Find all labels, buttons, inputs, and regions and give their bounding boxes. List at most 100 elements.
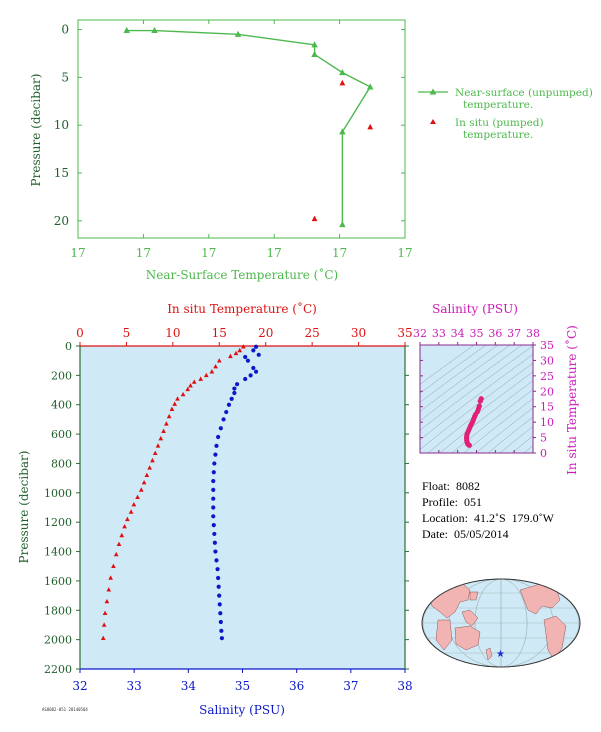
ts-y-tick-label: 0 (540, 447, 547, 460)
salinity-point (224, 409, 229, 415)
density-contour (420, 345, 523, 422)
salinity-point (232, 390, 237, 396)
surface-x-tick-label: 17 (267, 246, 282, 260)
pressure-tick-label: 1000 (44, 487, 72, 500)
temp-axis-tick-label: 30 (351, 326, 366, 340)
ts-x-tick-label: 34 (451, 327, 465, 340)
salinity-point (243, 376, 248, 382)
surface-plot-frame (77, 19, 406, 239)
salinity-point (251, 365, 256, 371)
salinity-point (214, 558, 219, 563)
pressure-tick-label: 600 (51, 428, 72, 441)
temperature-point (158, 435, 164, 441)
float-location-map: ★ (421, 578, 581, 668)
salinity-point (211, 496, 216, 501)
temperature-point (135, 494, 140, 500)
ts-y-tick-label: 25 (540, 370, 554, 383)
temperature-point (228, 353, 233, 359)
temperature-point (113, 551, 119, 557)
pressure-tick-label: 2000 (44, 634, 72, 647)
surface-x-tick-label: 17 (397, 246, 412, 260)
salinity-point (216, 575, 221, 581)
salinity-point (211, 487, 216, 492)
profile-date: Date: 05/05/2014 (422, 527, 509, 541)
pressure-tick-label: 1400 (44, 546, 72, 559)
density-contour (420, 345, 475, 385)
footer-code: AS8082-051 20140504 (42, 707, 88, 712)
temperature-point (102, 610, 108, 616)
surface-temp-panel: 17 17 17 17 17 17 0 5 10 15 20 Near-Surface Temper… (29, 19, 593, 282)
density-contour (427, 371, 533, 453)
temperature-point (141, 479, 147, 485)
unpumped-temperature-point (339, 221, 346, 228)
salinity-axis-tick-label: 32 (72, 679, 87, 693)
temperature-point (198, 376, 204, 381)
temperature-point (185, 386, 191, 392)
temperature-point (131, 501, 137, 507)
pumped-temperature-point (339, 79, 346, 86)
surface-y-tick-label: 0 (61, 23, 69, 37)
salinity-axis-tick-label: 33 (127, 679, 142, 693)
ts-y-tick-label: 15 (540, 401, 554, 414)
density-contour (420, 345, 533, 431)
ts-x-tick-label: 37 (507, 327, 521, 340)
salinity-point (211, 470, 216, 475)
density-contour (420, 345, 487, 394)
ts-y-tick-label: 10 (540, 416, 554, 429)
salinity-point (232, 386, 237, 391)
temperature-point (203, 372, 209, 378)
ts-y-tick-label: 20 (540, 385, 554, 398)
salinity-point (234, 382, 240, 387)
unpumped-temperature-point (311, 41, 318, 48)
pressure-tick-label: 1600 (44, 575, 72, 588)
salinity-point (226, 402, 232, 407)
surface-y-tick-label: 20 (54, 214, 69, 228)
temperature-point (111, 563, 116, 569)
salinity-point (256, 352, 261, 357)
salinity-point (217, 602, 222, 607)
temperature-point (152, 450, 158, 455)
unpumped-temperature-point (366, 83, 374, 90)
ts-y-tick-label: 30 (540, 354, 554, 367)
temperature-point (108, 575, 113, 580)
unpumped-temperature-point (311, 50, 318, 57)
temp-axis-tick-label: 10 (165, 326, 180, 340)
temperature-point (169, 406, 175, 411)
ts-point (477, 398, 483, 404)
salinity-point (229, 396, 234, 401)
density-contour (420, 354, 533, 441)
temperature-point (144, 472, 150, 478)
temperature-point (100, 635, 106, 640)
temp-axis-tick-label: 20 (258, 326, 273, 340)
ts-x-label: Salinity (PSU) (432, 302, 518, 316)
salinity-point (245, 358, 251, 363)
salinity-point (251, 348, 256, 353)
salinity-point (212, 540, 217, 545)
temp-axis-tick-label: 25 (305, 326, 320, 340)
float-info-block: Float: 8082 Profile: 051 Location: 41.2˚… (422, 478, 554, 542)
salinity-point (213, 549, 218, 554)
pressure-tick-label: 200 (51, 369, 72, 382)
temperature-point (180, 391, 186, 397)
temperature-point (150, 457, 155, 463)
density-contour (420, 345, 499, 403)
temperature-point (104, 598, 110, 604)
salinity-point (219, 628, 224, 633)
salinity-point (218, 611, 223, 616)
ts-y-tick-label: 5 (540, 432, 547, 445)
temperature-point (122, 523, 127, 529)
ts-x-tick-label: 36 (488, 327, 502, 340)
density-contour (524, 335, 601, 473)
unpumped-temperature-point (339, 128, 346, 135)
unpumped-temperature-point (151, 26, 158, 34)
temperature-point (128, 509, 134, 514)
pressure-tick-label: 2200 (44, 663, 72, 676)
surface-x-tick-label: 17 (201, 246, 216, 260)
salinity-point (211, 514, 216, 519)
temperature-point (237, 347, 243, 353)
temperature-point (125, 516, 130, 522)
salinity-point (214, 443, 219, 448)
temp-axis-tick-label: 0 (76, 326, 84, 340)
temperature-point (138, 487, 144, 492)
